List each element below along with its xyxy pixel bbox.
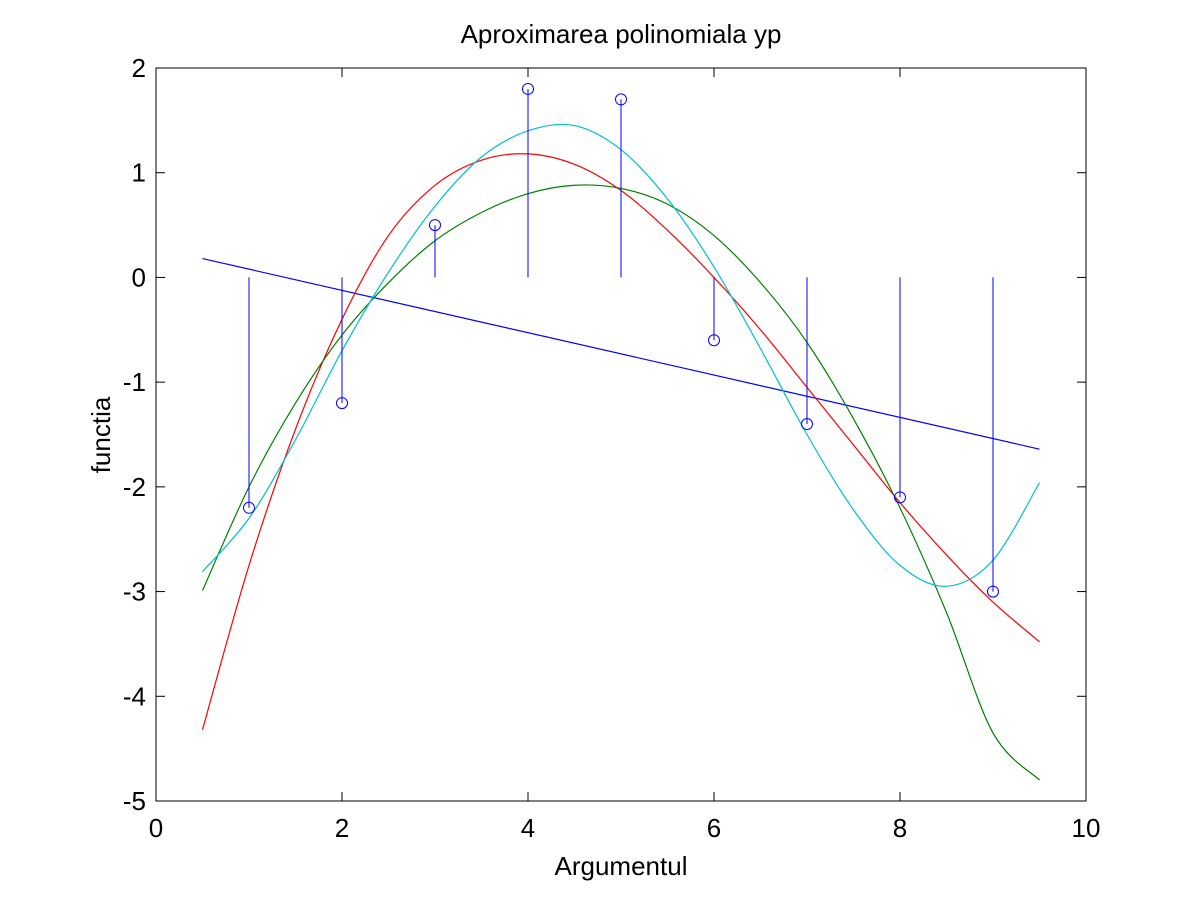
y-axis-label: functia: [86, 396, 116, 473]
series-line-3: [201, 184, 1040, 781]
x-tick-label: 8: [893, 813, 907, 843]
stem-marker: [522, 82, 534, 95]
x-axis-label: Argumentul: [555, 851, 688, 881]
y-tick-label: 2: [132, 53, 146, 83]
chart-title: Aproximarea polinomiala yp: [461, 19, 782, 49]
y-tick-label: -4: [123, 681, 146, 711]
series-line-2: [201, 153, 1040, 730]
stem-marker: [336, 397, 348, 410]
stem-marker: [894, 491, 906, 504]
x-tick-label: 0: [149, 813, 163, 843]
y-tick-label: -2: [123, 472, 146, 502]
stem-marker: [429, 219, 441, 232]
stem-marker: [243, 501, 255, 514]
y-tick-label: -3: [123, 577, 146, 607]
x-tick-label: 2: [335, 813, 349, 843]
stem-marker: [801, 418, 813, 431]
y-tick-label: 0: [132, 262, 146, 292]
axis-ticks: [155, 67, 1087, 802]
x-tick-label: 6: [707, 813, 721, 843]
tick-labels: 0 2 4 6 8 10 -5 -4 -3 -2 -1 0 1 2: [123, 53, 1101, 843]
stem-marker: [987, 585, 999, 598]
stem-marker: [708, 334, 720, 347]
y-tick-label: -5: [123, 786, 146, 816]
y-tick-label: -1: [123, 367, 146, 397]
stem-marker: [615, 93, 627, 106]
y-tick-label: 1: [132, 158, 146, 188]
x-tick-label: 4: [521, 813, 535, 843]
x-tick-label: 10: [1072, 813, 1101, 843]
stem-series: [243, 82, 999, 598]
